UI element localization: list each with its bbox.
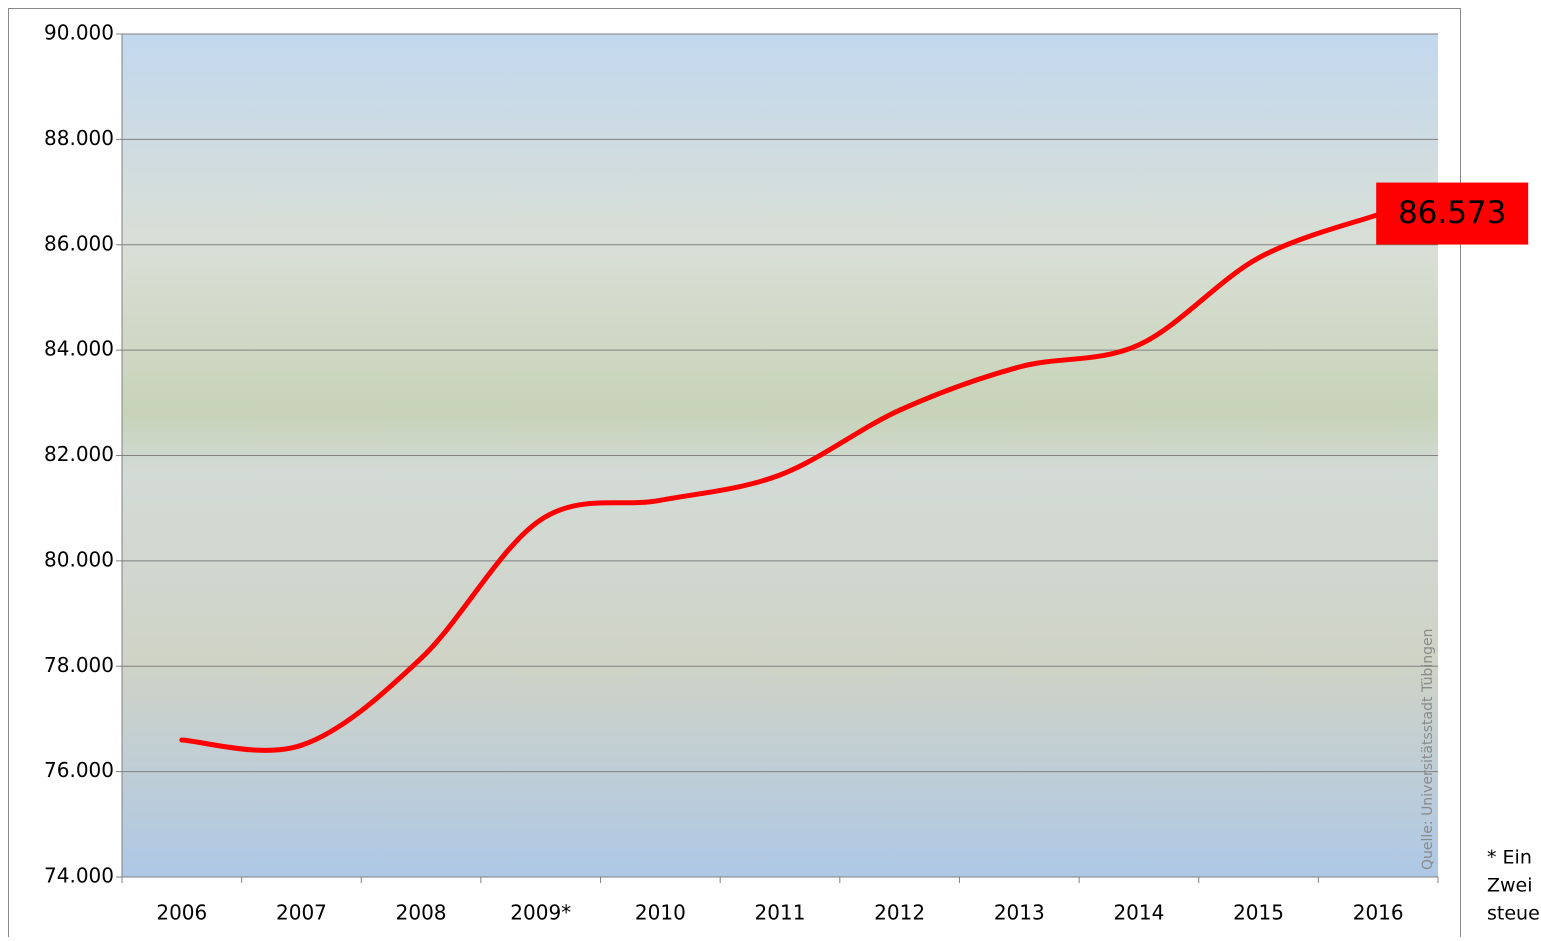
x-tick-label: 2008 bbox=[396, 901, 447, 925]
x-tick-label: 2010 bbox=[635, 901, 686, 925]
footnote-line: Zwei bbox=[1487, 875, 1533, 897]
x-tick-label: 2009* bbox=[510, 901, 571, 925]
y-tick-label: 78.000 bbox=[44, 653, 114, 677]
x-tick-label: 2014 bbox=[1113, 901, 1164, 925]
x-tick-label: 2016 bbox=[1353, 901, 1404, 925]
footnote-line: steue bbox=[1487, 903, 1540, 925]
chart: Quelle: Universitätsstadt Tübingen * Ein… bbox=[0, 0, 1541, 937]
x-tick-label: 2011 bbox=[755, 901, 806, 925]
footnote-line: * Ein bbox=[1487, 847, 1532, 869]
y-tick-label: 84.000 bbox=[44, 337, 114, 361]
x-tick-label: 2006 bbox=[156, 901, 207, 925]
x-tick-label: 2007 bbox=[276, 901, 327, 925]
y-tick-label: 88.000 bbox=[44, 126, 114, 150]
x-tick-label: 2015 bbox=[1233, 901, 1284, 925]
x-tick-label: 2012 bbox=[874, 901, 925, 925]
y-tick-label: 74.000 bbox=[44, 864, 114, 888]
y-tick-label: 86.000 bbox=[44, 231, 114, 255]
x-tick-label: 2013 bbox=[994, 901, 1045, 925]
y-tick-label: 80.000 bbox=[44, 547, 114, 571]
footnote: * Ein Zwei steue bbox=[1487, 847, 1540, 925]
y-tick-label: 76.000 bbox=[44, 758, 114, 782]
y-tick-label: 82.000 bbox=[44, 442, 114, 466]
y-tick-label: 90.000 bbox=[44, 21, 114, 45]
value-label: 86.573 bbox=[1398, 195, 1506, 231]
source-credit: Quelle: Universitätsstadt Tübingen bbox=[1420, 629, 1436, 870]
